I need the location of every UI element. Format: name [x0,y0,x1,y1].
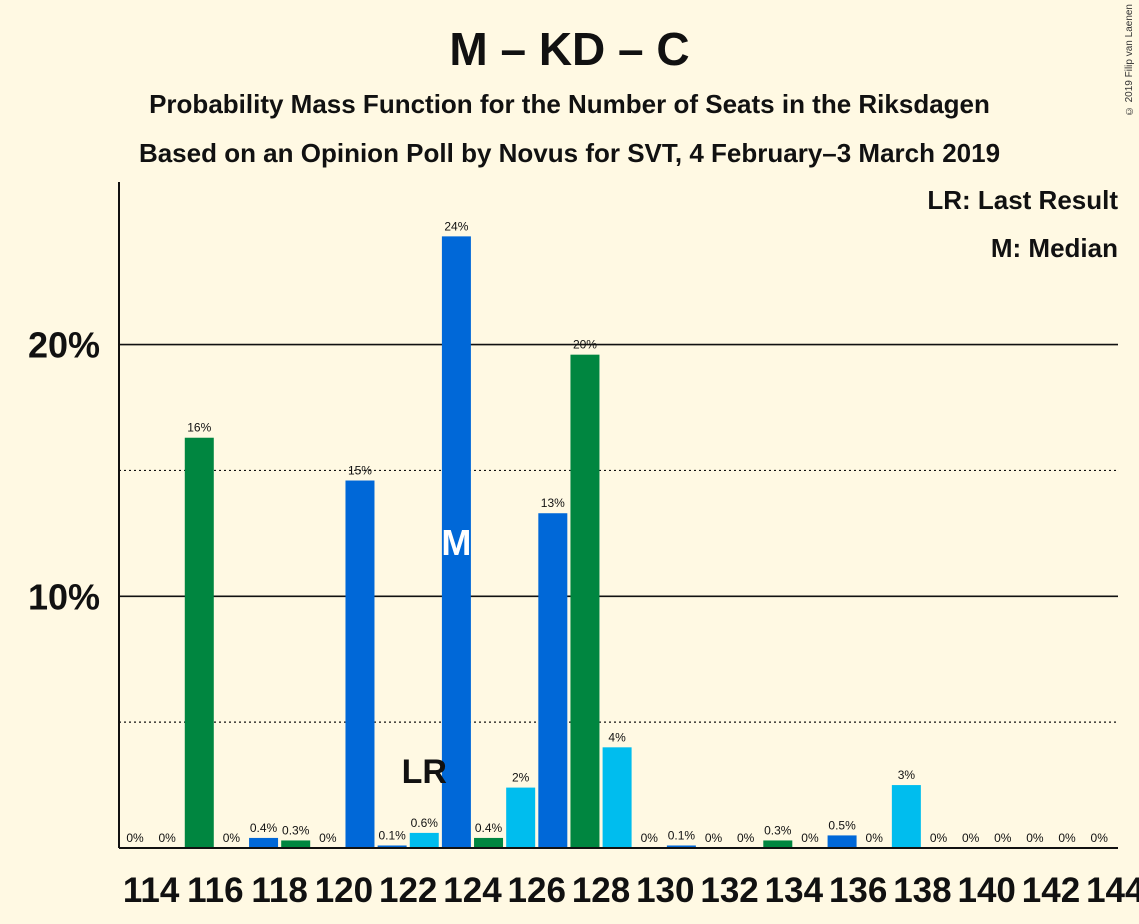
bar [281,840,311,848]
x-tick-label: 128 [572,871,630,910]
chart-subtitle: Probability Mass Function for the Number… [149,89,990,119]
x-tick-label: 132 [700,871,758,910]
bar [891,785,921,848]
bar [506,787,536,848]
bar [666,845,696,848]
bar-value-label: 24% [444,219,468,233]
x-tick-label: 122 [379,871,437,910]
bar [377,845,407,848]
bar-value-label: 0.5% [828,818,856,832]
bar-value-label: 13% [541,496,565,510]
bar-value-label: 20% [573,338,597,352]
x-tick-label: 134 [765,871,824,910]
bar-value-label: 0.3% [764,823,792,837]
bar-value-label: 0.3% [282,823,310,837]
legend-last-result: LR: Last Result [927,185,1118,215]
x-tick-label: 124 [443,871,502,910]
x-tick-label: 144 [1086,871,1139,910]
x-tick-label: 130 [636,871,694,910]
bar [345,480,375,848]
median-marker: M [441,522,471,563]
bar-value-label: 0.4% [475,821,503,835]
bar-value-label: 16% [187,421,211,435]
bar [827,835,857,848]
bar [474,837,504,848]
bar-value-label: 0% [1026,831,1044,845]
x-tick-label: 114 [123,871,180,910]
bar-value-label: 0% [641,831,659,845]
x-tick-label: 142 [1022,871,1080,910]
bar [249,837,279,848]
bar-value-label: 0.1% [378,828,406,842]
bar-value-label: 0% [994,831,1012,845]
bar-value-label: 0% [319,831,337,845]
bar-value-label: 2% [512,771,530,785]
bar-value-label: 0% [1091,831,1109,845]
bar [409,832,439,848]
y-tick-label: 20% [28,325,100,366]
x-tick-label: 138 [893,871,951,910]
bar [184,437,214,848]
bar-value-label: 0% [737,831,755,845]
bar-value-label: 0% [930,831,948,845]
x-tick-label: 116 [187,871,243,910]
bar-value-label: 0.4% [250,821,278,835]
bar [570,354,600,848]
bar-value-label: 0% [126,831,144,845]
bar-value-label: 0% [223,831,241,845]
bar [602,747,632,848]
bar-value-label: 0.1% [668,828,696,842]
legend-median: M: Median [990,233,1118,263]
bar-value-label: 0% [158,831,176,845]
bar-value-label: 3% [898,768,916,782]
bar-value-label: 0% [1058,831,1076,845]
bar-value-label: 0% [801,831,819,845]
x-tick-label: 136 [829,871,887,910]
bar-value-label: 0% [962,831,980,845]
last-result-marker: LR [402,753,447,791]
chart-subtitle-poll: Based on an Opinion Poll by Novus for SV… [138,138,1001,168]
chart-title: M – KD – C [449,23,690,75]
bar [441,236,471,848]
bar-value-label: 0.6% [411,816,439,830]
bar [763,840,793,848]
x-tick-label: 118 [251,871,307,910]
bar-value-label: 15% [348,464,372,478]
bar-value-label: 4% [608,730,626,744]
x-tick-label: 120 [315,871,373,910]
y-tick-label: 10% [28,576,100,617]
bar-value-label: 0% [705,831,723,845]
x-tick-label: 126 [508,871,566,910]
x-tick-label: 140 [958,871,1016,910]
bar [538,513,568,848]
bar-value-label: 0% [866,831,884,845]
